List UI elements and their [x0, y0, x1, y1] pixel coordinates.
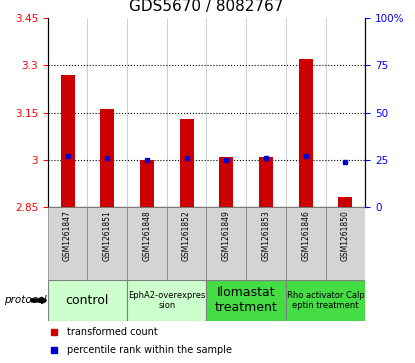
Text: protocol: protocol: [4, 295, 47, 305]
Text: transformed count: transformed count: [67, 327, 158, 337]
Bar: [286, 280, 365, 321]
Bar: [61, 75, 75, 207]
Title: GDS5670 / 8082767: GDS5670 / 8082767: [129, 0, 283, 14]
Text: GSM1261853: GSM1261853: [261, 211, 271, 261]
Bar: [88, 207, 127, 280]
Bar: [167, 207, 207, 280]
Text: GSM1261846: GSM1261846: [301, 211, 310, 261]
Bar: [299, 59, 312, 207]
Bar: [180, 119, 193, 207]
Text: EphA2-overexpres
sion: EphA2-overexpres sion: [128, 291, 205, 310]
Bar: [48, 207, 88, 280]
Bar: [127, 207, 167, 280]
Text: Rho activator Calp
eptin treatment: Rho activator Calp eptin treatment: [287, 291, 364, 310]
Bar: [246, 207, 286, 280]
Bar: [207, 280, 286, 321]
Bar: [338, 197, 352, 207]
Bar: [207, 207, 246, 280]
Text: control: control: [66, 294, 109, 307]
Bar: [127, 280, 207, 321]
Bar: [48, 280, 127, 321]
Text: GSM1261850: GSM1261850: [341, 211, 350, 261]
Text: GSM1261851: GSM1261851: [103, 211, 112, 261]
Bar: [100, 109, 114, 207]
Bar: [286, 207, 325, 280]
Text: Ilomastat
treatment: Ilomastat treatment: [215, 286, 278, 314]
Text: GSM1261849: GSM1261849: [222, 211, 231, 261]
Text: GSM1261848: GSM1261848: [142, 211, 151, 261]
Bar: [220, 156, 233, 207]
Text: percentile rank within the sample: percentile rank within the sample: [67, 345, 232, 355]
Text: GSM1261852: GSM1261852: [182, 211, 191, 261]
Bar: [325, 207, 365, 280]
Bar: [259, 156, 273, 207]
Bar: [140, 160, 154, 207]
Text: GSM1261847: GSM1261847: [63, 211, 72, 261]
